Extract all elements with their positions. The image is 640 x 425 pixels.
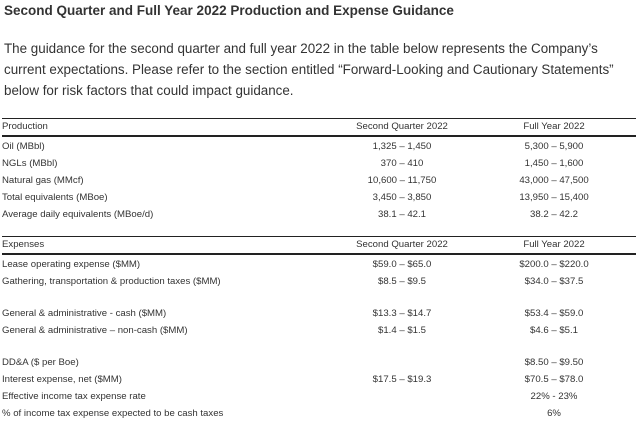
- expenses-column-header: Expenses: [2, 236, 332, 255]
- production-column-header: Full Year 2022: [472, 118, 636, 137]
- expenses-row-label: General & administrative – non-cash ($MM…: [2, 325, 188, 336]
- production-column-header: Production: [2, 118, 332, 137]
- production-row-value: 1,325 – 1,450: [372, 141, 432, 152]
- expenses-row-value: $13.3 – $14.7: [372, 308, 432, 319]
- production-row-value: 370 – 410: [380, 158, 424, 169]
- production-row-value: 38.2 – 42.2: [529, 209, 578, 220]
- production-row-label: Average daily equivalents (MBoe/d): [2, 209, 154, 220]
- expenses-row-value: [332, 354, 472, 371]
- expenses-row-value: $1.4 – $1.5: [377, 325, 426, 336]
- production-row-label: Oil (MBbl): [2, 141, 45, 152]
- production-row-value: 1,450 – 1,600: [524, 158, 584, 169]
- production-table-row: NGLs (MBbl) 370 – 410 1,450 – 1,600: [2, 155, 636, 172]
- expenses-table-row: DD&A ($ per Boe) $8.50 – $9.50: [2, 354, 636, 371]
- expenses-table-row: General & administrative - cash ($MM) $13…: [2, 305, 636, 322]
- expenses-table-row: Effective income tax expense rate 22% - 2…: [2, 388, 636, 405]
- expenses-table-row: Interest expense, net ($MM) $17.5 – $19.3…: [2, 371, 636, 388]
- expenses-spacer-row: [2, 339, 636, 354]
- production-table-row: Natural gas (MMcf) 10,600 – 11,750 43,000 …: [2, 172, 636, 189]
- expenses-row-value: $70.5 – $78.0: [524, 374, 584, 385]
- expenses-row-value: $59.0 – $65.0: [372, 259, 432, 270]
- expenses-column-header: Full Year 2022: [472, 236, 636, 255]
- production-table: Production Second Quarter 2022 Full Year 2…: [2, 118, 636, 223]
- expenses-spacer-row: [2, 290, 636, 305]
- production-table-row: Oil (MBbl) 1,325 – 1,450 5,300 – 5,900: [2, 136, 636, 155]
- expenses-row-value: $34.0 – $37.5: [524, 276, 584, 287]
- intro-paragraph: The guidance for the second quarter and …: [4, 41, 614, 98]
- expenses-row-value: $4.6 – $5.1: [529, 325, 578, 336]
- production-column-header: Second Quarter 2022: [332, 118, 472, 137]
- expenses-table-row: % of income tax expense expected to be c…: [2, 405, 636, 422]
- expenses-row-value: $8.5 – $9.5: [377, 276, 426, 287]
- expenses-row-value: [332, 405, 472, 422]
- production-row-value: 10,600 – 11,750: [367, 175, 437, 186]
- production-row-value: 5,300 – 5,900: [524, 141, 584, 152]
- expenses-table-row: Gathering, transportation & production t…: [2, 273, 636, 290]
- expenses-column-header: Second Quarter 2022: [332, 236, 472, 255]
- expenses-table-row: Lease operating expense ($MM) $59.0 – $65…: [2, 254, 636, 273]
- production-row-label: Natural gas (MMcf): [2, 175, 84, 186]
- expenses-table-row: General & administrative – non-cash ($MM…: [2, 322, 636, 339]
- expenses-row-value: $200.0 – $220.0: [519, 259, 589, 270]
- production-row-value: 43,000 – 47,500: [519, 175, 589, 186]
- section-heading: Second Quarter and Full Year 2022 Produc…: [4, 3, 454, 18]
- expenses-row-value: $53.4 – $59.0: [524, 308, 584, 319]
- production-header-row: Production Second Quarter 2022 Full Year 2…: [2, 118, 636, 137]
- expenses-row-value: 22% - 23%: [530, 391, 578, 402]
- production-row-value: 38.1 – 42.1: [377, 209, 426, 220]
- expenses-header-row: Expenses Second Quarter 2022 Full Year 202…: [2, 236, 636, 255]
- production-table-row: Average daily equivalents (MBoe/d) 38.1 –…: [2, 206, 636, 223]
- production-row-label: NGLs (MBbl): [2, 158, 58, 169]
- production-row-value: 3,450 – 3,850: [372, 192, 432, 203]
- expenses-row-label: General & administrative - cash ($MM): [2, 308, 167, 319]
- production-table-row: Total equivalents (MBoe) 3,450 – 3,850 13,…: [2, 189, 636, 206]
- expenses-row-label: Lease operating expense ($MM): [2, 259, 141, 270]
- expenses-row-label: Effective income tax expense rate: [2, 391, 146, 402]
- expenses-row-value: 6%: [547, 408, 561, 419]
- expenses-row-value: $17.5 – $19.3: [372, 374, 432, 385]
- expenses-row-value: $8.50 – $9.50: [524, 357, 584, 368]
- expenses-row-label: Gathering, transportation & production t…: [2, 276, 221, 287]
- production-row-label: Total equivalents (MBoe): [2, 192, 108, 203]
- expenses-row-value: [332, 388, 472, 405]
- expenses-row-label: Interest expense, net ($MM): [2, 374, 122, 385]
- expenses-row-label: DD&A ($ per Boe): [2, 357, 79, 368]
- expenses-row-label: % of income tax expense expected to be c…: [2, 408, 224, 419]
- expenses-table: Expenses Second Quarter 2022 Full Year 202…: [2, 236, 636, 422]
- production-row-value: 13,950 – 15,400: [519, 192, 589, 203]
